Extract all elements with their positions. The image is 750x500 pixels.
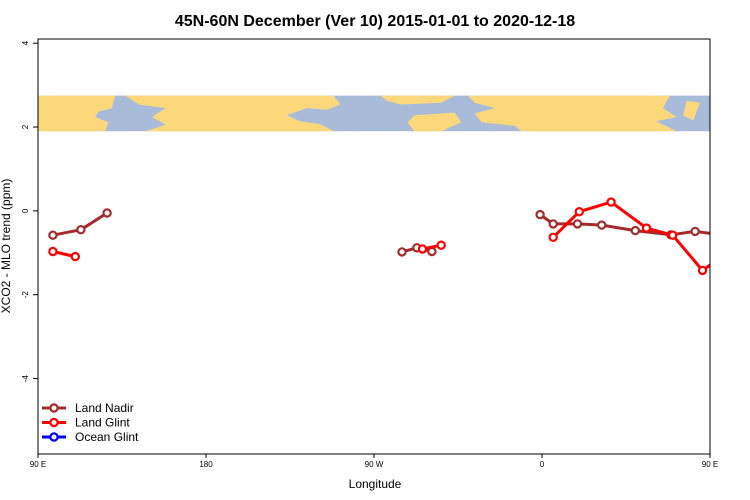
- x-tick-label: 90 W: [365, 460, 384, 469]
- data-point: [48, 230, 58, 240]
- x-axis: 90 E 180 90 W 0 90 E: [30, 454, 718, 469]
- data-point: [548, 232, 558, 242]
- data-point: [744, 226, 750, 233]
- legend-item: Ocean Glint: [42, 430, 139, 444]
- data-point: [606, 197, 616, 207]
- data-point: [535, 209, 545, 220]
- map-landmass: [125, 95, 341, 132]
- legend-marker: [49, 432, 59, 442]
- x-tick-label: 90 E: [30, 460, 46, 469]
- y-axis-label: XCO2 - MLO trend (ppm): [0, 179, 13, 314]
- data-point: [436, 240, 446, 250]
- map-landmass: [380, 95, 455, 105]
- data-point: [70, 251, 81, 262]
- data-point: [397, 247, 407, 257]
- data-point: [417, 244, 428, 254]
- data-point: [597, 220, 607, 230]
- data-point: [697, 265, 708, 276]
- y-tick-label: -2: [21, 291, 30, 299]
- x-tick-label: 0: [540, 460, 545, 469]
- series-land-glint: [48, 197, 732, 276]
- data-point: [668, 230, 678, 240]
- world-map-band: [38, 95, 710, 132]
- data-point: [48, 246, 58, 257]
- data-point: [572, 219, 583, 229]
- legend-marker: [49, 403, 59, 413]
- plot-series-layer: [48, 197, 750, 276]
- y-axis: 4 2 0 -2 -4: [21, 40, 38, 382]
- data-point: [641, 223, 652, 233]
- data-point: [574, 206, 585, 217]
- x-axis-label: Longitude: [349, 477, 402, 491]
- x-tick-label: 180: [199, 460, 213, 469]
- y-tick-label: 2: [21, 124, 30, 129]
- y-tick-label: 4: [21, 40, 30, 45]
- legend-item: Land Glint: [42, 416, 130, 430]
- map-landmass: [38, 95, 116, 132]
- data-point: [725, 248, 732, 255]
- map-land: [38, 95, 700, 132]
- data-point: [718, 231, 725, 238]
- data-point: [76, 224, 86, 235]
- legend-label: Ocean Glint: [75, 430, 139, 444]
- chart-title: 45N-60N December (Ver 10) 2015-01-01 to …: [175, 13, 575, 30]
- series-line: [552, 200, 710, 272]
- legend-item: Land Nadir: [42, 401, 134, 415]
- data-point: [690, 226, 700, 237]
- data-point: [630, 225, 641, 236]
- data-point: [102, 208, 112, 218]
- y-tick-label: -4: [21, 374, 30, 382]
- map-landmass: [468, 95, 677, 132]
- y-tick-label: 0: [21, 208, 30, 213]
- data-point: [548, 219, 558, 229]
- map-landmass: [683, 100, 700, 121]
- legend-label: Land Nadir: [75, 401, 134, 415]
- legend-label: Land Glint: [75, 416, 130, 430]
- legend-marker: [49, 417, 59, 428]
- x-tick-label: 90 E: [702, 460, 718, 469]
- map-landmass: [407, 112, 462, 132]
